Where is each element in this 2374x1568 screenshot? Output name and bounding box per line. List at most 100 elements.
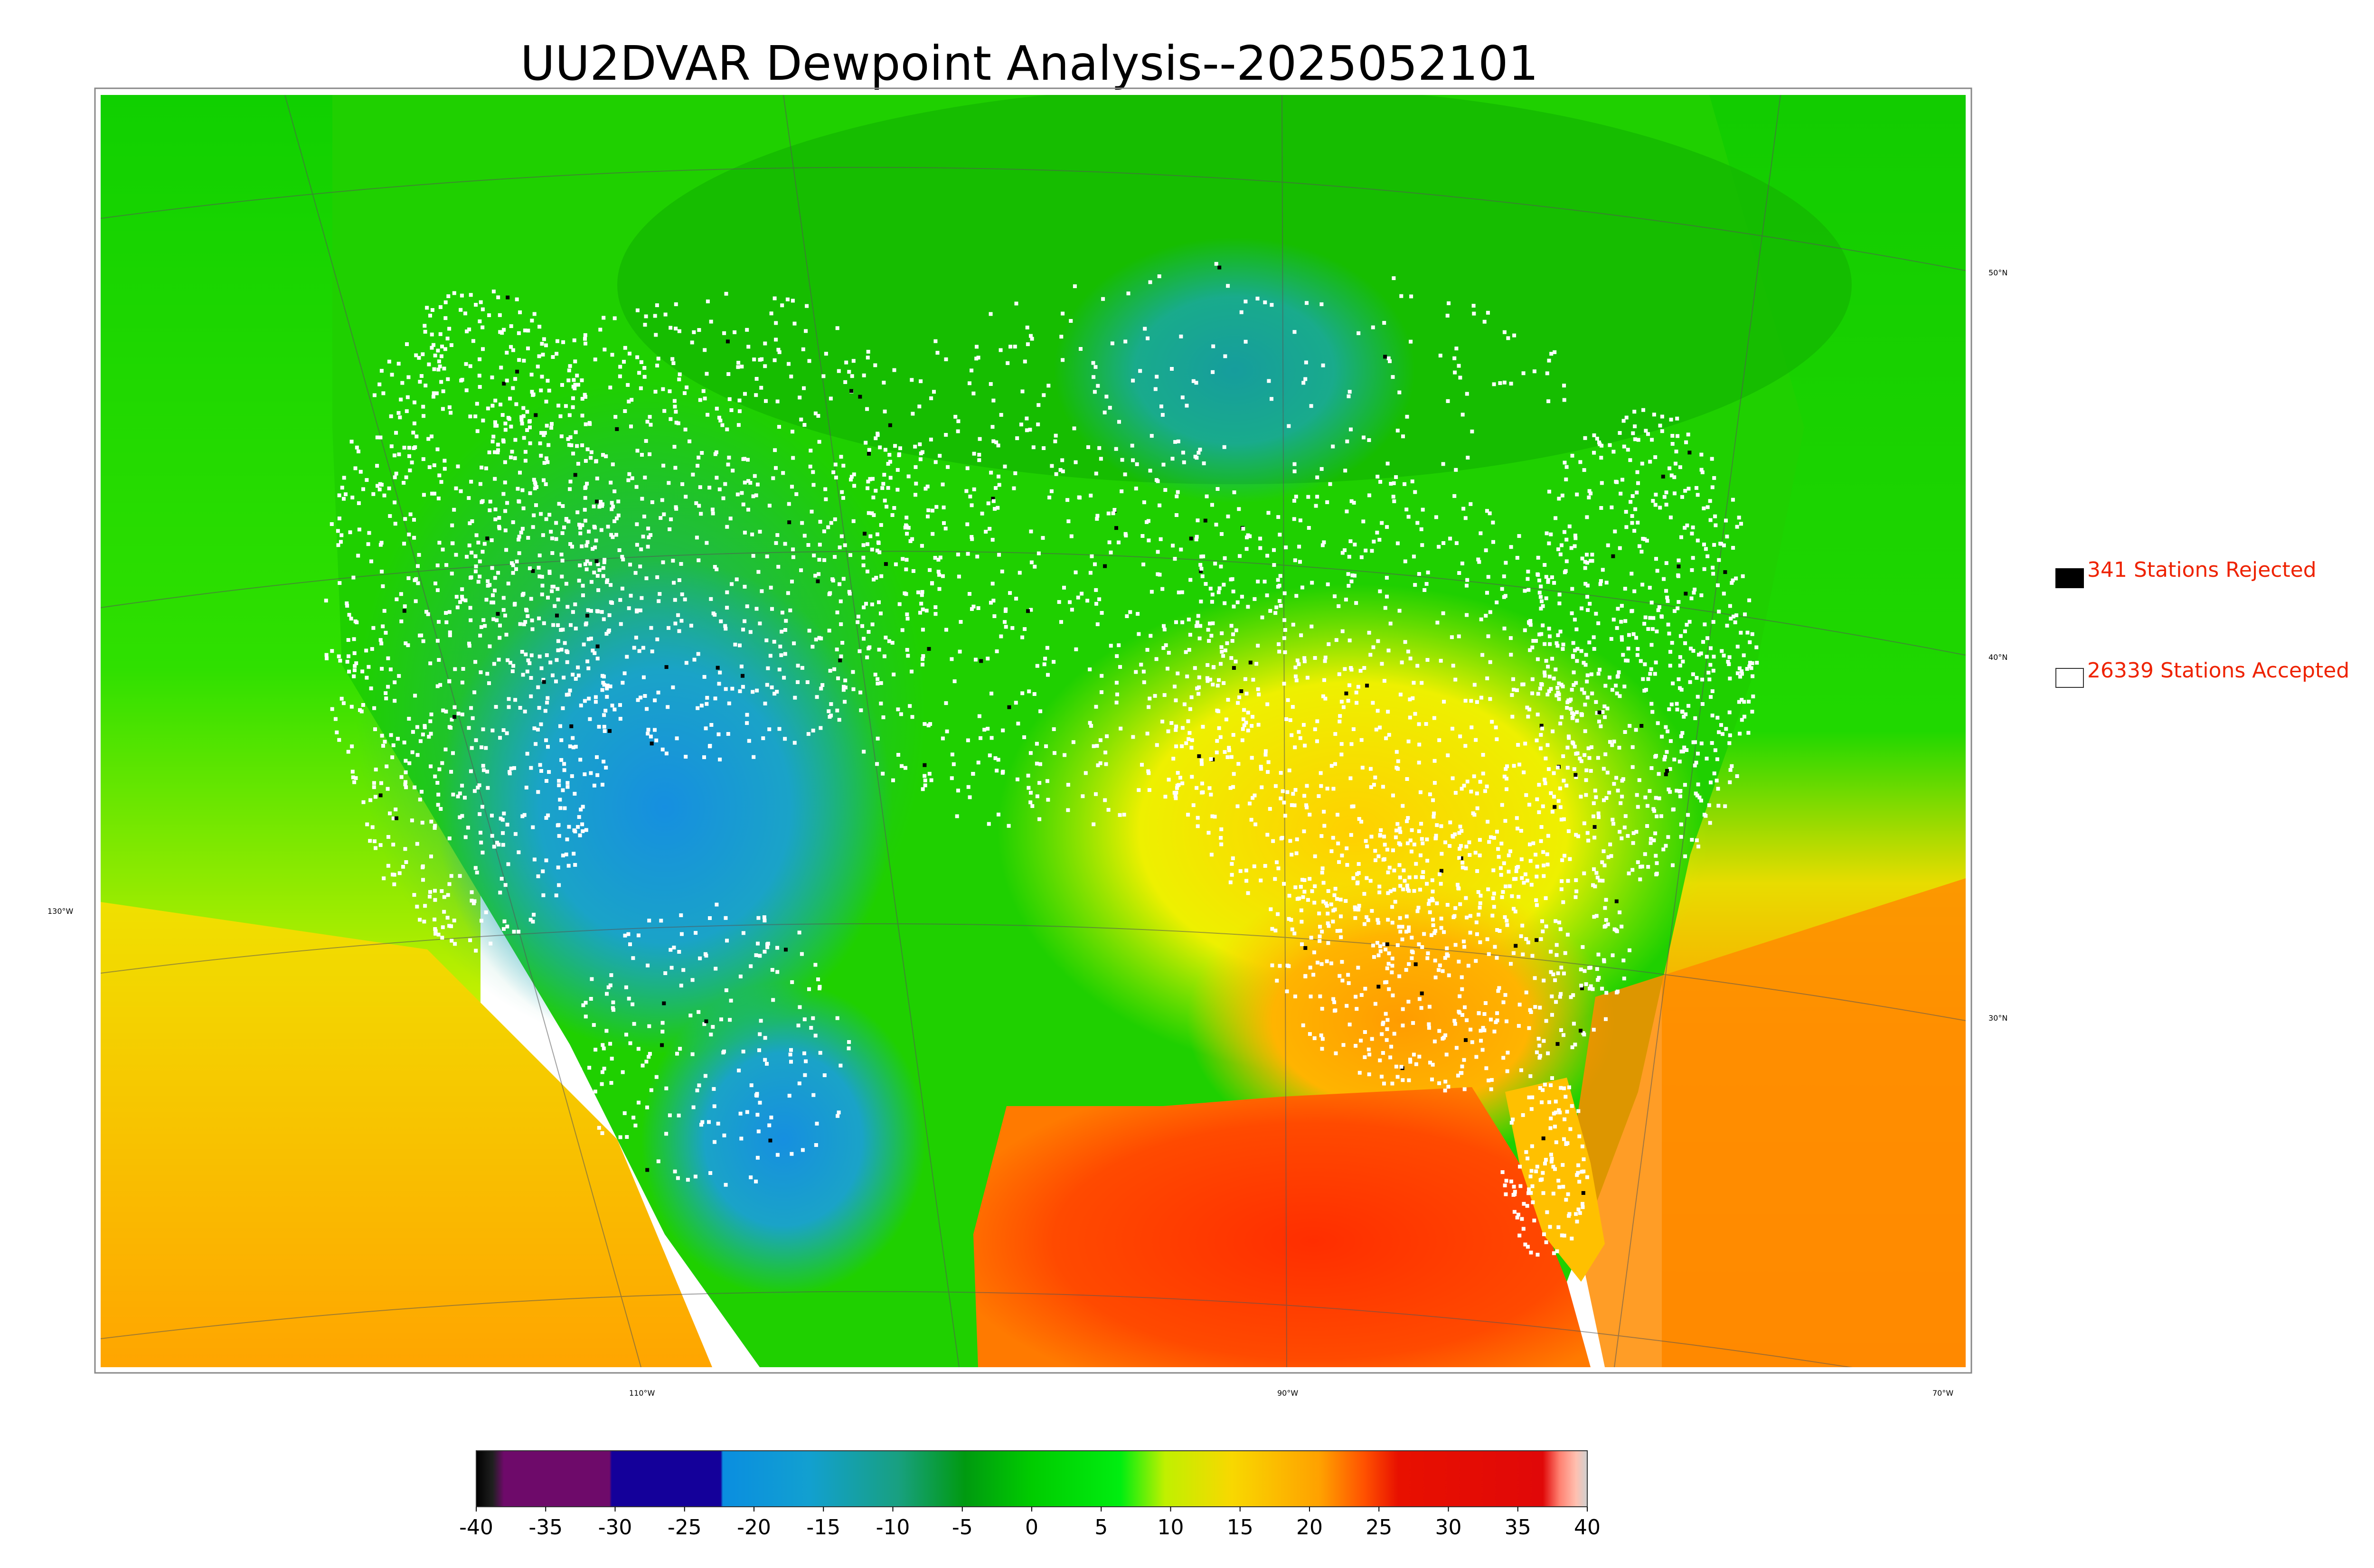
station-marker bbox=[1734, 576, 1738, 581]
station-marker bbox=[1160, 719, 1165, 723]
station-marker bbox=[594, 538, 598, 543]
station-marker bbox=[1580, 687, 1584, 692]
station-marker bbox=[1299, 885, 1303, 889]
station-marker bbox=[1636, 860, 1640, 864]
station-marker bbox=[1414, 1062, 1418, 1066]
station-marker bbox=[1394, 1064, 1398, 1069]
station-marker bbox=[978, 437, 982, 441]
station-marker bbox=[1260, 615, 1264, 620]
station-marker bbox=[1585, 695, 1590, 700]
station-marker bbox=[867, 647, 871, 650]
station-marker bbox=[1555, 1249, 1559, 1253]
station-marker bbox=[404, 860, 408, 864]
station-marker bbox=[681, 968, 686, 972]
station-marker bbox=[576, 383, 580, 387]
colorbar-tick-label: 15 bbox=[1227, 1515, 1253, 1540]
station-marker bbox=[1347, 1023, 1352, 1027]
station-marker bbox=[463, 835, 468, 839]
station-marker bbox=[1509, 545, 1513, 549]
station-marker bbox=[719, 1017, 723, 1022]
station-marker bbox=[1489, 1017, 1493, 1022]
station-marker bbox=[968, 381, 971, 385]
station-marker bbox=[1750, 632, 1754, 636]
station-marker bbox=[1046, 779, 1049, 783]
station-marker bbox=[524, 608, 528, 612]
station-marker bbox=[1705, 636, 1710, 640]
station-marker bbox=[1713, 748, 1717, 752]
station-marker bbox=[568, 364, 572, 368]
station-marker bbox=[1435, 620, 1440, 625]
station-marker bbox=[481, 768, 486, 772]
station-marker bbox=[522, 436, 526, 440]
station-marker bbox=[626, 478, 631, 482]
station-marker bbox=[1412, 681, 1416, 685]
station-marker bbox=[1319, 771, 1323, 775]
station-marker bbox=[1454, 347, 1459, 351]
station-marker bbox=[1662, 495, 1667, 499]
station-marker bbox=[974, 657, 978, 662]
station-marker bbox=[512, 602, 517, 607]
station-marker bbox=[1548, 1126, 1553, 1130]
station-marker bbox=[1380, 662, 1384, 666]
station-marker bbox=[1635, 793, 1639, 797]
station-marker bbox=[583, 507, 587, 512]
station-marker bbox=[1562, 971, 1566, 976]
station-marker bbox=[916, 590, 920, 594]
station-marker bbox=[1268, 807, 1272, 811]
station-marker bbox=[1405, 887, 1410, 892]
station-marker bbox=[1530, 691, 1535, 695]
station-marker bbox=[1292, 462, 1297, 466]
station-marker bbox=[1481, 753, 1485, 757]
station-marker bbox=[1695, 676, 1699, 680]
colorbar-ticks: -40 -35 -30 -25 -20 -15 -10 -5 0 5 10 15 20 25 30 35 40 bbox=[459, 1507, 1601, 1540]
station-marker bbox=[1560, 858, 1564, 862]
station-marker bbox=[1556, 765, 1560, 770]
station-marker bbox=[1538, 686, 1542, 691]
station-marker bbox=[1517, 1024, 1521, 1028]
station-marker bbox=[1318, 934, 1322, 939]
station-marker bbox=[567, 443, 571, 447]
station-marker bbox=[544, 517, 548, 521]
station-marker bbox=[1554, 953, 1559, 957]
station-marker bbox=[1370, 1037, 1374, 1041]
station-marker bbox=[590, 977, 594, 981]
station-marker bbox=[779, 653, 783, 657]
station-marker bbox=[777, 727, 782, 731]
station-marker bbox=[1402, 868, 1406, 873]
station-marker bbox=[1292, 498, 1296, 503]
station-marker bbox=[1683, 783, 1687, 787]
station-marker bbox=[350, 770, 355, 774]
station-marker bbox=[1479, 695, 1483, 700]
station-marker bbox=[1443, 1089, 1447, 1093]
station-marker bbox=[1170, 367, 1174, 371]
station-marker bbox=[594, 695, 598, 699]
station-marker bbox=[475, 429, 480, 433]
station-marker bbox=[788, 1052, 792, 1057]
station-marker bbox=[662, 1001, 666, 1005]
station-marker bbox=[407, 717, 411, 721]
station-marker bbox=[1381, 1051, 1385, 1055]
station-marker bbox=[1578, 1211, 1582, 1215]
station-marker bbox=[673, 404, 677, 409]
station-marker bbox=[718, 670, 722, 675]
station-marker bbox=[1604, 918, 1608, 922]
station-marker bbox=[1035, 794, 1039, 798]
station-marker bbox=[1349, 667, 1354, 672]
station-marker bbox=[517, 930, 521, 934]
station-marker bbox=[833, 555, 837, 559]
station-marker bbox=[1407, 929, 1411, 933]
station-marker bbox=[1431, 898, 1435, 902]
station-marker bbox=[885, 505, 889, 509]
station-marker bbox=[1636, 647, 1640, 651]
station-marker bbox=[561, 628, 565, 632]
station-marker bbox=[694, 501, 698, 505]
station-marker bbox=[1446, 399, 1450, 403]
station-marker bbox=[1727, 655, 1732, 659]
station-marker bbox=[1606, 855, 1611, 859]
station-marker bbox=[381, 584, 385, 588]
station-marker bbox=[443, 747, 448, 751]
station-marker bbox=[1235, 804, 1240, 808]
station-marker bbox=[1709, 646, 1713, 650]
station-marker bbox=[1282, 682, 1286, 686]
station-marker bbox=[513, 377, 518, 381]
